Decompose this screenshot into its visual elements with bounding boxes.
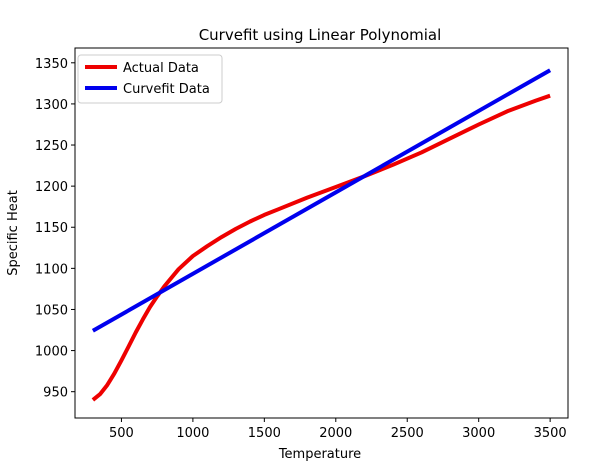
y-tick-label: 1300	[35, 98, 68, 113]
y-tick-label: 1150	[35, 221, 68, 236]
y-tick-label: 950	[43, 386, 68, 401]
y-tick-label: 1100	[35, 262, 68, 277]
series-line-actual-data	[91, 93, 551, 402]
x-tick-label: 3500	[534, 426, 567, 441]
y-axis-ticks: 950 1000 1050 1100 1150 1200 1250 1300 1350	[35, 57, 75, 401]
x-tick-label: 2000	[319, 426, 352, 441]
y-tick-label: 1250	[35, 139, 68, 154]
y-tick-label: 1000	[35, 345, 68, 360]
legend-label-actual-data: Actual Data	[123, 61, 199, 76]
legend: Actual Data Curvefit Data	[77, 54, 223, 104]
chart-title: Curvefit using Linear Polynomial	[199, 26, 442, 44]
x-tick-label: 3000	[462, 426, 495, 441]
y-tick-label: 1200	[35, 180, 68, 195]
series-layer	[91, 68, 552, 402]
x-tick-label: 1000	[176, 426, 209, 441]
x-tick-label: 2500	[391, 426, 424, 441]
x-tick-label: 500	[109, 426, 134, 441]
x-axis-label: Temperature	[278, 447, 361, 462]
x-tick-label: 1500	[248, 426, 281, 441]
series-line-curvefit-data	[91, 68, 552, 333]
x-axis-ticks: 500 1000 1500 2000 2500 3000 3500	[109, 418, 567, 441]
y-axis-label: Specific Heat	[6, 190, 21, 276]
legend-label-curvefit-data: Curvefit Data	[123, 82, 210, 97]
plot-frame	[74, 47, 569, 419]
y-tick-label: 1350	[35, 57, 68, 72]
y-tick-label: 1050	[35, 303, 68, 318]
